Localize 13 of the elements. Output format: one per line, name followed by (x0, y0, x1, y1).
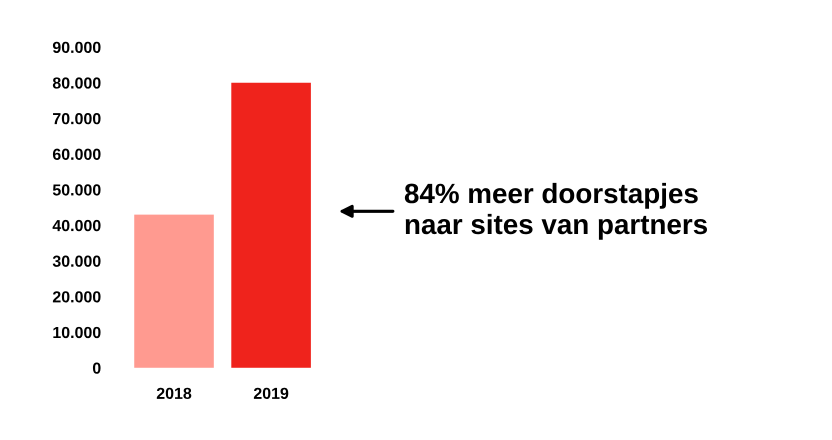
y-tick-label: 90.000 (52, 42, 101, 54)
x-tick-label: 2018 (156, 388, 192, 400)
x-tick-label: 2019 (254, 388, 288, 400)
y-tick-label: 60.000 (52, 148, 101, 160)
y-tick-label: 40.000 (52, 220, 101, 232)
y-tick-label: 30.000 (52, 256, 101, 267)
text: 84% meer doorstapjes naar sites van partners (404, 182, 707, 240)
y-tick-label: 80.000 (52, 77, 101, 89)
y-tick-label: 70.000 (53, 112, 101, 124)
y-tick-label: 20.000 (52, 291, 101, 303)
y-tick-label: 50.000 (52, 184, 101, 196)
y-tick-label: 0 (92, 362, 101, 374)
y-tick-label: 10.000 (53, 326, 101, 338)
